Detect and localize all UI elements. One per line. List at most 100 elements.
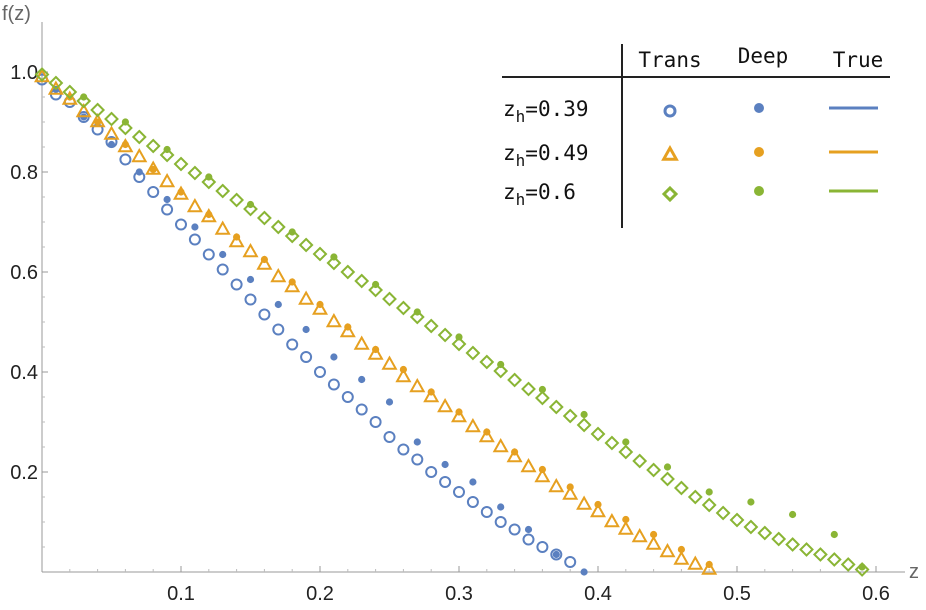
legend-column-deep: Deep <box>738 44 789 68</box>
trans-point <box>646 462 662 478</box>
deep-point <box>830 530 838 539</box>
deep-point <box>580 568 588 576</box>
trans-point <box>90 102 106 118</box>
deep-point <box>497 503 505 511</box>
legend-deep-marker <box>754 147 764 157</box>
trans-point <box>466 496 479 508</box>
series-1 <box>33 67 718 575</box>
trans-point <box>340 264 356 280</box>
deep-point <box>191 223 199 231</box>
trans-point <box>645 535 662 550</box>
trans-point <box>757 525 773 541</box>
deep-point <box>385 398 394 406</box>
trans-point <box>258 308 271 321</box>
trans-point <box>395 367 412 383</box>
trans-point <box>439 476 452 488</box>
x-tick-label: 0.2 <box>306 583 334 605</box>
legend-trans-marker <box>663 104 677 118</box>
trans-point <box>161 203 174 216</box>
trans-point <box>256 210 272 226</box>
trans-point <box>383 431 396 443</box>
deep-point <box>622 438 630 446</box>
deep-point <box>274 300 282 309</box>
trans-point <box>437 327 453 343</box>
trans-point <box>576 495 593 510</box>
trans-point <box>826 552 842 567</box>
legend-row-prefix: z <box>503 97 516 121</box>
deep-point <box>219 250 227 259</box>
deep-point <box>580 410 588 419</box>
trans-point <box>521 381 536 397</box>
y-tick-label: 0.4 <box>10 362 38 384</box>
trans-point <box>172 185 190 200</box>
trans-point <box>840 557 856 572</box>
deep-point <box>358 375 366 384</box>
trans-point <box>284 228 300 244</box>
trans-point <box>117 137 134 153</box>
trans-point <box>243 201 258 217</box>
trans-point <box>508 523 521 536</box>
legend-row-subscript: h <box>516 107 526 126</box>
trans-point <box>201 174 217 190</box>
legend-deep-marker <box>754 186 764 196</box>
x-axis-title: z <box>909 561 919 583</box>
trans-point <box>159 147 175 163</box>
trans-point <box>214 220 231 235</box>
trans-point <box>423 387 440 403</box>
trans-point <box>536 541 549 553</box>
legend-column-trans: Trans <box>638 48 701 72</box>
trans-point <box>188 233 201 246</box>
trans-point <box>617 520 634 535</box>
trans-point <box>230 278 243 291</box>
legend-row-prefix: z <box>503 141 516 165</box>
trans-point <box>659 542 676 558</box>
data-marks <box>33 67 870 577</box>
legend-trans-marker <box>661 185 679 203</box>
trans-point <box>631 527 648 543</box>
trans-point <box>562 408 578 424</box>
trans-point <box>729 512 745 528</box>
trans-point <box>326 255 342 271</box>
trans-point <box>673 550 690 565</box>
trans-point <box>145 160 162 175</box>
trans-point <box>312 246 328 262</box>
trans-point <box>660 471 675 487</box>
trans-point <box>270 267 287 283</box>
trans-point <box>62 84 78 100</box>
legend-row-value: 0.39 <box>538 97 589 121</box>
trans-point <box>215 183 231 199</box>
trans-point <box>450 407 468 423</box>
trans-point <box>119 153 132 166</box>
y-tick-label: 0.8 <box>10 162 38 184</box>
trans-point <box>411 453 424 466</box>
legend-row-value: 0.6 <box>538 180 576 204</box>
legend-deep-marker <box>754 103 764 113</box>
trans-point <box>589 502 607 518</box>
trans-point <box>61 90 78 105</box>
trans-point <box>604 435 620 451</box>
legend-row-subscript: h <box>516 190 526 209</box>
trans-point <box>673 480 689 496</box>
trans-point <box>550 548 563 561</box>
trans-point <box>492 437 509 453</box>
trans-point <box>785 537 801 552</box>
trans-point <box>159 172 176 188</box>
trans-point <box>425 466 438 478</box>
trans-point <box>493 363 509 379</box>
deep-point <box>524 525 533 534</box>
trans-point <box>701 560 718 575</box>
trans-point <box>286 338 299 351</box>
deep-point <box>246 200 255 209</box>
trans-point <box>480 506 493 518</box>
trans-point <box>47 80 64 95</box>
trans-point <box>395 300 411 316</box>
trans-point <box>341 391 354 403</box>
trans-point <box>48 75 64 91</box>
trans-point <box>854 562 870 577</box>
trans-point <box>216 263 229 276</box>
trans-point <box>409 377 426 393</box>
trans-point <box>103 125 120 140</box>
legend-column-true: True <box>833 48 884 72</box>
trans-point <box>590 426 606 442</box>
